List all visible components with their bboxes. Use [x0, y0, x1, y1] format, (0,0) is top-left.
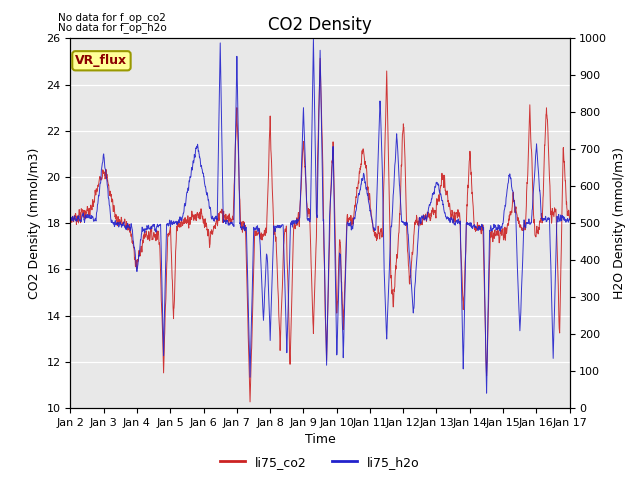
Y-axis label: H2O Density (mmol/m3): H2O Density (mmol/m3): [613, 147, 626, 299]
Title: CO2 Density: CO2 Density: [268, 16, 372, 34]
Y-axis label: CO2 Density (mmol/m3): CO2 Density (mmol/m3): [28, 147, 41, 299]
Legend: li75_co2, li75_h2o: li75_co2, li75_h2o: [215, 451, 425, 474]
Text: No data for f_op_co2: No data for f_op_co2: [58, 12, 166, 23]
X-axis label: Time: Time: [305, 433, 335, 446]
Text: No data for f_op_h2o: No data for f_op_h2o: [58, 22, 166, 33]
Text: VR_flux: VR_flux: [76, 54, 127, 67]
